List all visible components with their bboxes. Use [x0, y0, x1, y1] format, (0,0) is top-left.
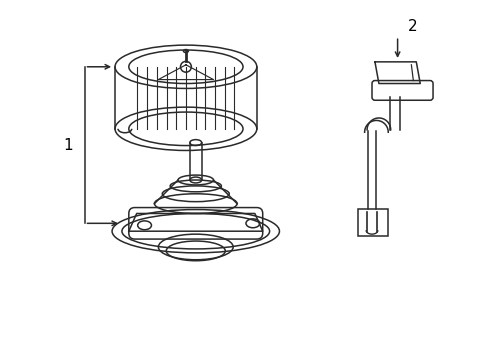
Text: 1: 1 — [63, 138, 73, 153]
Text: 2: 2 — [407, 19, 416, 34]
Bar — [358, 208, 387, 236]
